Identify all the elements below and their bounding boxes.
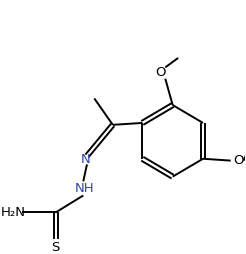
Text: O: O bbox=[155, 66, 166, 78]
Text: NH: NH bbox=[74, 182, 94, 195]
Text: H₂N: H₂N bbox=[1, 206, 26, 219]
Text: O: O bbox=[233, 154, 243, 167]
Text: N: N bbox=[81, 153, 91, 166]
Text: S: S bbox=[51, 241, 60, 254]
